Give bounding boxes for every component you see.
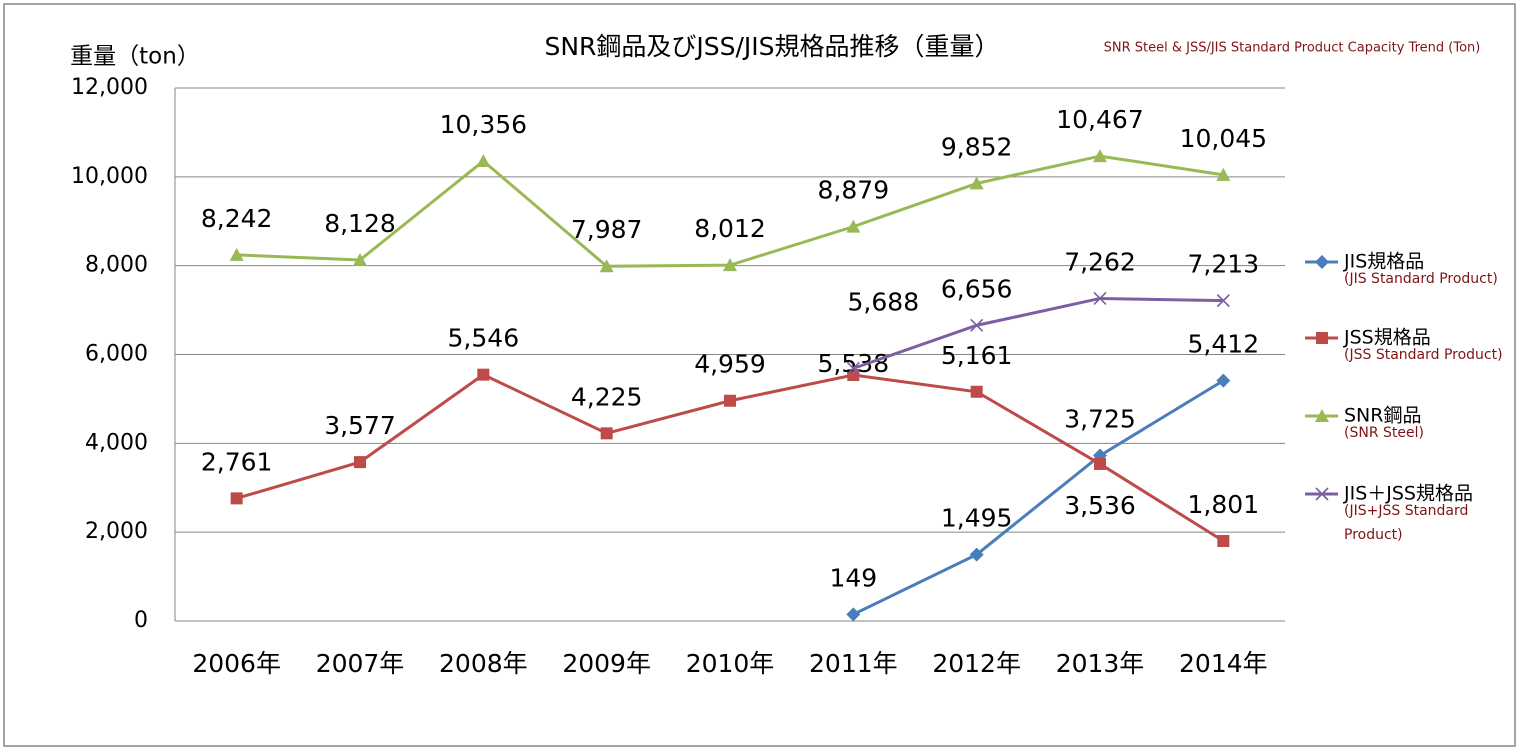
- marker: [1316, 332, 1328, 344]
- chart-subtitle: SNR Steel & JSS/JIS Standard Product Cap…: [1104, 41, 1481, 56]
- data-label: 10,356: [440, 110, 527, 139]
- legend-label: JIS規格品: [1343, 251, 1424, 273]
- data-label: 8,879: [818, 176, 890, 205]
- y-tick-label: 4,000: [85, 430, 148, 455]
- marker: [969, 547, 984, 562]
- legend-sublabel: (JIS+JSS Standard Product): [1344, 503, 1469, 543]
- data-label: 5,412: [1188, 330, 1260, 359]
- marker: [1216, 373, 1231, 388]
- data-label: 8,012: [694, 214, 766, 243]
- y-axis-label: 重量（ton）: [70, 44, 200, 70]
- x-tick-label: 2010年: [686, 649, 775, 678]
- data-label: 1,495: [941, 504, 1013, 533]
- data-label: 2,761: [201, 447, 273, 476]
- y-tick-label: 6,000: [85, 342, 148, 367]
- data-label: 8,128: [324, 209, 396, 238]
- marker: [477, 368, 490, 381]
- marker: [723, 258, 737, 272]
- data-label: 5,161: [941, 341, 1013, 370]
- data-label: 4,225: [571, 382, 643, 411]
- data-label: 5,688: [848, 287, 920, 316]
- marker: [1094, 457, 1106, 470]
- legend-sublabel: (SNR Steel): [1344, 425, 1424, 441]
- data-label: 7,262: [1064, 247, 1136, 276]
- data-label: 8,242: [201, 204, 273, 233]
- y-tick-label: 10,000: [71, 164, 148, 189]
- x-tick-label: 2012年: [932, 649, 1021, 678]
- marker: [353, 252, 367, 266]
- data-label: 3,577: [324, 411, 396, 440]
- marker: [476, 154, 491, 168]
- marker: [230, 492, 243, 505]
- data-label: 1,801: [1188, 490, 1260, 519]
- marker: [1315, 255, 1329, 269]
- marker: [969, 176, 984, 190]
- marker: [846, 219, 861, 233]
- x-tick-label: 2008年: [439, 649, 528, 678]
- marker: [229, 247, 244, 261]
- marker: [846, 361, 860, 375]
- legend-label: JIS＋JSS規格品: [1343, 483, 1473, 505]
- marker: [1093, 291, 1107, 306]
- marker: [600, 427, 613, 440]
- data-label: 3,725: [1064, 405, 1136, 434]
- x-tick-label: 2014年: [1179, 649, 1268, 678]
- x-tick-label: 2007年: [316, 649, 405, 678]
- legend-sublabel: (JIS Standard Product): [1344, 271, 1498, 287]
- marker: [1093, 149, 1107, 163]
- data-label: 5,546: [448, 324, 520, 353]
- data-label: 10,045: [1180, 124, 1267, 153]
- x-tick-label: 2009年: [562, 649, 651, 678]
- y-tick-label: 8,000: [85, 253, 148, 278]
- data-label: 3,536: [1064, 491, 1136, 520]
- y-tick-label: 12,000: [71, 75, 148, 100]
- legend-sublabel: (JSS Standard Product): [1344, 347, 1503, 363]
- marker: [1216, 167, 1231, 181]
- x-tick-label: 2013年: [1056, 649, 1145, 678]
- marker: [724, 394, 736, 407]
- marker: [1315, 409, 1329, 422]
- data-label: 7,213: [1188, 250, 1260, 279]
- data-label: 7,987: [571, 215, 643, 244]
- data-label: 9,852: [941, 132, 1013, 161]
- chart-title: SNR鋼品及びJSS/JIS規格品推移（重量）: [544, 32, 999, 61]
- data-label: 4,959: [694, 350, 766, 379]
- data-label: 5,538: [818, 349, 890, 378]
- data-label: 149: [829, 563, 877, 592]
- legend-label: SNR鋼品: [1344, 405, 1421, 427]
- series-line: [852, 379, 1225, 616]
- series-line: [852, 296, 1224, 370]
- y-tick-label: 0: [134, 608, 148, 633]
- x-tick-label: 2006年: [192, 649, 281, 678]
- marker: [1216, 294, 1230, 308]
- marker: [599, 259, 614, 273]
- marker: [970, 385, 983, 398]
- legend-label: JSS規格品: [1343, 327, 1431, 349]
- marker: [354, 456, 366, 469]
- data-label: 10,467: [1056, 105, 1143, 134]
- marker: [1217, 535, 1230, 548]
- y-tick-label: 2,000: [85, 519, 148, 544]
- chart-border: [3, 3, 1516, 747]
- marker: [1315, 487, 1329, 501]
- marker: [970, 318, 984, 332]
- x-tick-label: 2011年: [809, 649, 898, 678]
- marker: [846, 607, 861, 622]
- data-label: 6,656: [941, 274, 1013, 303]
